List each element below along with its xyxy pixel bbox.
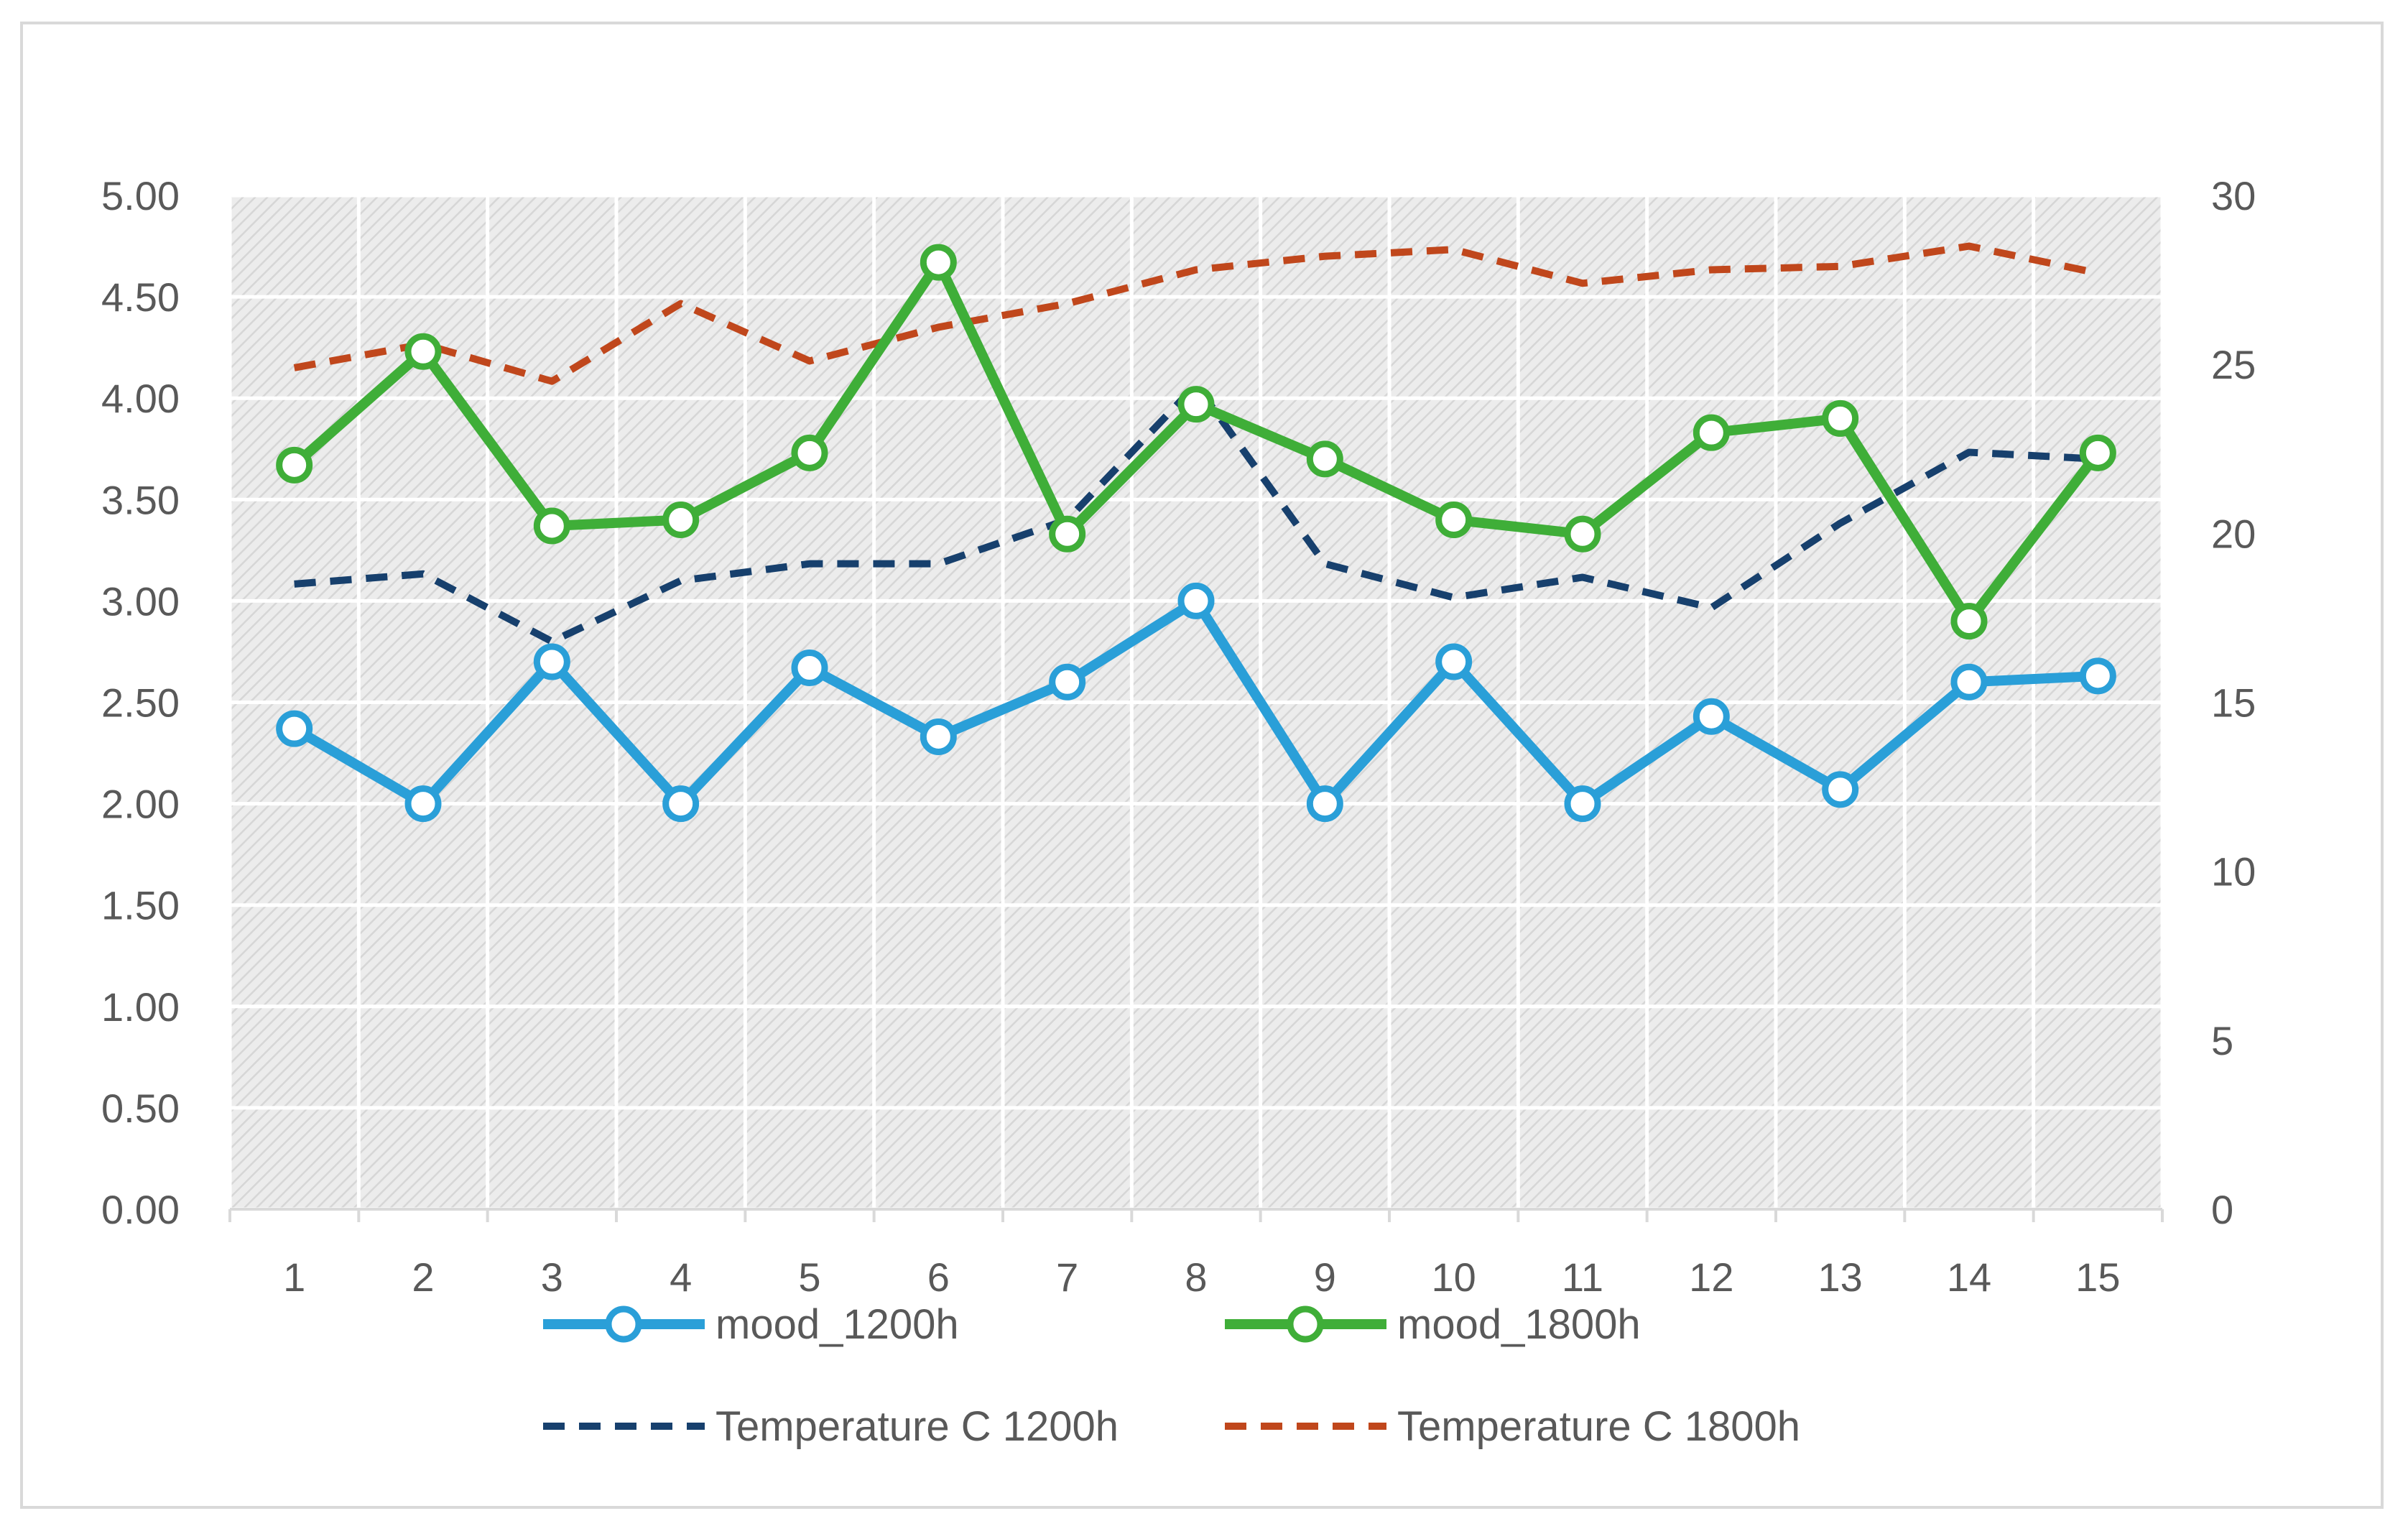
data-point-marker bbox=[533, 507, 570, 545]
y-right-tick-label: 10 bbox=[2211, 849, 2256, 895]
legend-item: Temperature C 1200h bbox=[543, 1403, 1119, 1450]
x-tick-label: 14 bbox=[1947, 1254, 1991, 1300]
y-right-tick-label: 0 bbox=[2211, 1187, 2233, 1232]
y-left-tick-label: 2.00 bbox=[101, 782, 180, 827]
series-mood_1800h bbox=[276, 244, 2116, 640]
legend: mood_1200h mood_1800h Temperature C 1200h T… bbox=[543, 1301, 1800, 1450]
x-tick-label: 2 bbox=[412, 1254, 434, 1300]
data-point-marker bbox=[1177, 386, 1215, 423]
y-right-tick-label: 15 bbox=[2211, 680, 2256, 726]
data-point-marker bbox=[1306, 440, 1343, 478]
series-mood_1200h bbox=[276, 582, 2116, 823]
legend-item: mood_1800h bbox=[1225, 1301, 1641, 1348]
y-left-tick-label: 1.00 bbox=[101, 984, 180, 1030]
legend-label: mood_1800h bbox=[1397, 1301, 1641, 1348]
y-left-tick-label: 0.00 bbox=[101, 1187, 180, 1232]
y-left-tick-label: 4.00 bbox=[101, 376, 180, 421]
series-line-dashed bbox=[293, 242, 2099, 385]
x-tick-label: 8 bbox=[1185, 1254, 1207, 1300]
data-point-marker bbox=[1692, 414, 1730, 451]
x-tick-label: 12 bbox=[1689, 1254, 1733, 1300]
x-tick-label: 13 bbox=[1818, 1254, 1863, 1300]
series-temperature-c-1800h bbox=[293, 242, 2099, 385]
data-point-marker bbox=[1564, 785, 1601, 823]
data-point-marker bbox=[1177, 582, 1215, 619]
x-tick-label: 7 bbox=[1056, 1254, 1078, 1300]
legend-label: Temperature C 1800h bbox=[1397, 1403, 1800, 1450]
series-group bbox=[276, 242, 2116, 823]
data-point-marker bbox=[662, 502, 700, 539]
legend-item: mood_1200h bbox=[543, 1301, 959, 1348]
y-left-tick-label: 2.50 bbox=[101, 680, 180, 726]
x-tick-label: 10 bbox=[1432, 1254, 1476, 1300]
data-point-marker bbox=[1822, 399, 1859, 437]
y-left-tick-label: 3.50 bbox=[101, 477, 180, 522]
data-point-marker bbox=[1049, 515, 1086, 553]
legend-swatch-marker bbox=[605, 1305, 642, 1343]
data-point-marker bbox=[1564, 515, 1601, 553]
y-left-tick-label: 5.00 bbox=[101, 173, 180, 218]
legend-label: mood_1200h bbox=[716, 1301, 959, 1348]
y-right-tick-label: 20 bbox=[2211, 511, 2256, 556]
x-tick-label: 11 bbox=[1562, 1254, 1603, 1300]
y-right-tick-label: 25 bbox=[2211, 342, 2256, 387]
data-point-marker bbox=[1822, 771, 1859, 808]
y-left-tick-label: 1.50 bbox=[101, 883, 180, 928]
y-right-tick-label: 5 bbox=[2211, 1018, 2233, 1063]
legend-swatch-marker bbox=[1287, 1305, 1324, 1343]
legend-label: Temperature C 1200h bbox=[716, 1403, 1119, 1450]
data-point-marker bbox=[2079, 657, 2116, 695]
data-point-marker bbox=[1435, 643, 1473, 680]
x-tick-label: 4 bbox=[670, 1254, 692, 1300]
data-point-marker bbox=[1950, 663, 1988, 701]
data-point-marker bbox=[1692, 698, 1730, 735]
data-point-marker bbox=[1306, 785, 1343, 823]
data-point-marker bbox=[920, 244, 957, 281]
data-point-marker bbox=[1950, 603, 1988, 640]
data-point-marker bbox=[1049, 663, 1086, 701]
x-tick-label: 1 bbox=[283, 1254, 305, 1300]
x-tick-label: 6 bbox=[927, 1254, 950, 1300]
data-point-marker bbox=[920, 718, 957, 755]
data-point-marker bbox=[276, 710, 313, 747]
data-point-marker bbox=[2079, 434, 2116, 471]
data-point-marker bbox=[276, 446, 313, 484]
legend-item: Temperature C 1800h bbox=[1225, 1403, 1800, 1450]
x-tick-label: 15 bbox=[2075, 1254, 2120, 1300]
axes: 0.00 0.50 1.00 1.50 2.00 2.50 3.00 3.50 4.00 4.50… bbox=[101, 173, 2256, 1300]
data-point-marker bbox=[791, 434, 828, 471]
data-point-marker bbox=[404, 333, 442, 370]
y-left-tick-label: 3.00 bbox=[101, 578, 180, 624]
y-left-tick-label: 4.50 bbox=[101, 274, 180, 320]
y-right-tick-label: 30 bbox=[2211, 173, 2256, 218]
data-point-marker bbox=[404, 785, 442, 823]
data-point-marker bbox=[791, 650, 828, 687]
x-tick-label: 9 bbox=[1314, 1254, 1336, 1300]
data-point-marker bbox=[533, 643, 570, 680]
data-point-marker bbox=[1435, 502, 1473, 539]
x-tick-label: 5 bbox=[798, 1254, 820, 1300]
x-tick-label: 3 bbox=[541, 1254, 563, 1300]
data-point-marker bbox=[662, 785, 700, 823]
y-left-tick-label: 0.50 bbox=[101, 1086, 180, 1131]
